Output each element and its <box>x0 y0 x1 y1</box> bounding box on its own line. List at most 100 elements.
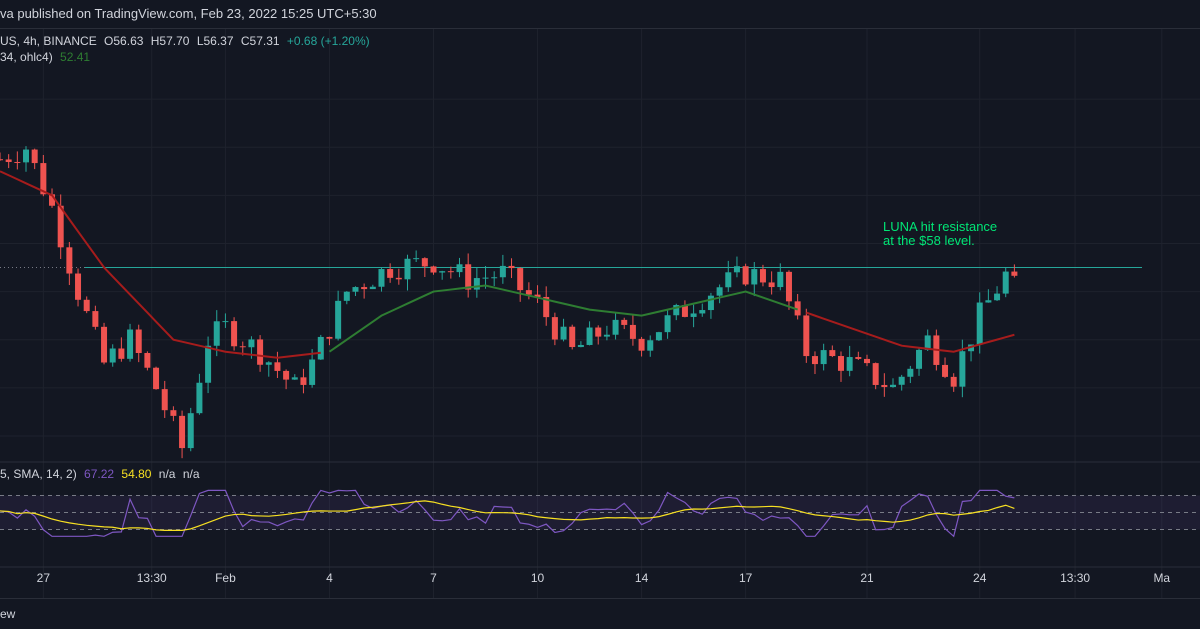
annotation-line1: LUNA hit resistance <box>883 219 998 234</box>
candle-body <box>369 286 376 290</box>
candle-body <box>768 282 775 288</box>
candle-body <box>699 310 706 314</box>
candle-body <box>179 415 186 449</box>
ma-label[interactable]: 34, ohlc4) <box>0 50 53 64</box>
candle-body <box>395 277 402 280</box>
candle-body <box>283 370 290 380</box>
candle-body <box>950 376 957 387</box>
x-tick-label: 17 <box>739 571 753 585</box>
candle-body <box>543 296 550 318</box>
candle-body <box>595 327 602 337</box>
low-value: L56.37 <box>196 34 234 48</box>
candle-body <box>92 311 99 327</box>
candle-body <box>647 340 654 351</box>
candle-body <box>820 350 827 365</box>
rsi-bands <box>0 495 1200 530</box>
candle-body <box>733 266 740 273</box>
x-tick-label: 4 <box>326 571 333 585</box>
candle-body <box>837 356 844 371</box>
annotation-text[interactable]: LUNA hit resistance at the $58 level. <box>883 220 997 248</box>
rsi-na-1: n/a <box>158 467 176 481</box>
candle-body <box>976 302 983 345</box>
candle-body <box>785 271 792 302</box>
candle-body <box>690 313 697 317</box>
candle-body <box>205 345 212 383</box>
change-value: +0.68 (+1.20%) <box>286 34 370 48</box>
close-value: C57.31 <box>240 34 280 48</box>
candle-body <box>361 287 368 290</box>
published-header: va published on TradingView.com, Feb 23,… <box>0 0 1200 29</box>
candle-body <box>317 336 324 360</box>
candle-body <box>170 410 177 416</box>
candle-body <box>985 300 992 303</box>
candle-body <box>83 299 90 312</box>
candle-body <box>742 266 749 285</box>
candle-body <box>803 315 810 357</box>
candle-body <box>248 339 255 348</box>
candle-body <box>491 277 498 279</box>
candle-body <box>638 338 645 351</box>
published-text: va published on TradingView.com, Feb 23,… <box>0 6 377 21</box>
symbol-label[interactable]: US, 4h, BINANCE <box>0 34 97 48</box>
x-tick-label: 27 <box>37 571 51 585</box>
footer-text[interactable]: ew <box>0 607 16 621</box>
candle-body <box>759 269 766 283</box>
candle-body <box>560 326 567 340</box>
candle-body <box>612 319 619 335</box>
candle-body <box>196 382 203 414</box>
candle-body <box>629 324 636 339</box>
rsi-na-2: n/a <box>182 467 200 481</box>
candle-body <box>811 356 818 365</box>
ma-legend: 34, ohlc4) 52.41 <box>0 50 90 64</box>
candle-body <box>465 264 472 290</box>
x-tick-label: 14 <box>635 571 649 585</box>
moving-average-line <box>0 170 1015 359</box>
candle-body <box>829 350 836 357</box>
candle-body <box>40 163 47 195</box>
candle-body <box>101 326 108 363</box>
candle-body <box>898 376 905 385</box>
open-value: O56.63 <box>104 34 144 48</box>
candle-body <box>239 346 246 348</box>
candle-body <box>473 278 480 290</box>
candle-body <box>916 349 923 369</box>
candle-body <box>907 368 914 377</box>
candle-body <box>387 269 394 278</box>
candle-body <box>942 364 949 377</box>
candle-body <box>924 335 931 350</box>
candle-body <box>681 305 688 317</box>
candle-body <box>499 265 506 278</box>
candle-body <box>621 319 628 325</box>
candle-body <box>413 258 420 260</box>
candle-body <box>31 149 38 164</box>
x-tick-label: Feb <box>215 571 236 585</box>
rsi-label[interactable]: 5, SMA, 14, 2) <box>0 467 77 481</box>
candle-body <box>751 269 758 285</box>
footer-bar: ew <box>0 598 1200 629</box>
candle-body <box>525 290 532 295</box>
candle-body <box>569 326 576 348</box>
rsi-line <box>0 489 1015 538</box>
x-tick-label: 13:30 <box>1060 571 1090 585</box>
x-tick-label: Ma <box>1153 571 1170 585</box>
candle-body <box>707 295 714 311</box>
candle-body <box>127 329 134 359</box>
candle-body <box>855 357 862 359</box>
candle-body <box>846 357 853 371</box>
grid-lines <box>0 28 1200 598</box>
candle-body <box>517 268 524 291</box>
candle-body <box>23 149 30 163</box>
candle-body <box>109 348 116 363</box>
candle-body <box>439 271 446 273</box>
candle-body <box>187 413 194 449</box>
rsi-sma-value: 54.80 <box>121 467 152 481</box>
candle-body <box>421 258 428 267</box>
candle-body <box>300 377 307 385</box>
candle-body <box>49 194 56 206</box>
high-value: H57.70 <box>150 34 190 48</box>
candle-body <box>326 336 333 339</box>
candle-body <box>872 363 879 385</box>
candle-body <box>794 301 801 316</box>
candle-body <box>482 277 489 279</box>
